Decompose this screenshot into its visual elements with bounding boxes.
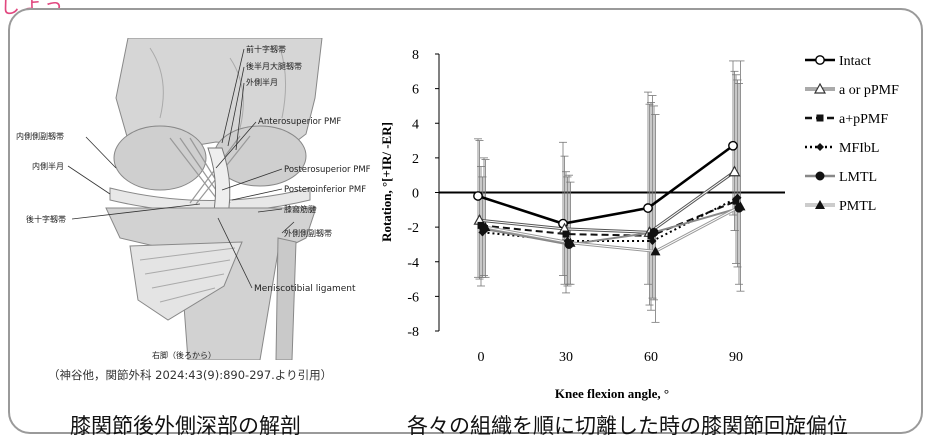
legend-marker [815,171,825,181]
data-point [733,193,742,202]
data-point [735,201,746,211]
series-line [485,205,742,253]
legend-marker [815,200,825,209]
label-meniscotibial: Meniscotibial ligament [254,284,356,294]
legend-label: PMTL [839,199,876,214]
data-point [480,222,491,232]
y-tick-label: -2 [407,221,419,236]
series-line-inner [479,171,735,233]
y-axis-label: Rotation, °[+IR/ -ER] [379,122,394,242]
y-tick-label: 4 [412,117,419,132]
data-point [643,203,653,213]
data-point [732,197,740,205]
label-anterosuperior-pmf: Anterosuperior PMF [258,117,341,127]
label-lateral-meniscus: 外側半月 [246,77,278,87]
data-point [728,165,741,177]
label-posterosuperior-pmf: Posterosuperior PMF [284,165,371,175]
y-tick-label: 2 [412,152,419,167]
data-point [649,227,659,237]
series-line [477,144,734,226]
y-tick-label: 8 [412,48,419,63]
y-tick-label: 6 [412,83,419,98]
data-point [562,230,570,238]
label-medial-meniscus: 内側半月 [32,161,64,171]
x-tick-label: 0 [478,350,485,365]
series-line [480,200,737,237]
legend-marker [815,55,825,65]
data-point [728,140,738,151]
legend-label: LMTL [839,170,877,185]
medial-condyle [113,125,207,191]
label-lcl: 外側側副靱帯 [284,228,332,238]
y-tick-label: -6 [407,290,419,305]
caption-left: 膝関節後外側深部の解剖 [70,414,301,438]
x-tick-label: 30 [559,350,573,365]
series-line [479,170,736,234]
fibula-shape [275,237,297,360]
y-tick-label: -4 [407,256,419,271]
legend-marker [816,143,824,151]
data-point [565,237,576,247]
data-point [648,236,657,245]
label-acl: 前十字靱帯 [246,44,286,54]
data-point [647,232,655,240]
citation: （神谷他，関節外科 2024:43(9):890-297.より引用） [48,368,333,382]
x-axis-label: Knee flexion angle, ° [555,386,669,401]
x-tick-label: 90 [729,350,743,365]
rotation-line-chart: 8 6 4 2 0 -2 -4 -6 -8 0 30 60 90 Intact a or pPMF a+p… [379,48,899,401]
legend-label: a or pPMF [839,83,899,98]
label-mcl: 内側側副靱帯 [16,131,64,141]
series-lines [477,144,742,253]
x-tick-label: 60 [644,350,658,365]
legend-marker [816,114,824,122]
label-view: 右脚（後ろから） [152,350,216,360]
data-point [473,191,483,201]
label-popliteus: 膝窩筋腱 [284,204,316,214]
series-markers [473,140,746,256]
legend-label: a+pPMF [839,112,888,127]
label-meniscofemoral: 後半月大腿靱帯 [246,61,302,71]
y-axis: 8 6 4 2 0 -2 -4 -6 -8 [407,48,440,340]
label-pcl: 後十字靱帯 [26,214,66,224]
y-tick-label: 0 [412,187,419,202]
error-bars [474,60,745,323]
x-axis: 0 30 60 90 [439,191,785,365]
legend-label: MFIbL [839,141,879,156]
data-point [477,221,485,229]
legend: Intact a or pPMF a+pPMF MFIbL LMTL PMTL [805,54,899,214]
legend-marker [813,82,827,94]
figure-panel: 前十字靱帯 後半月大腿靱帯 外側半月 内側側副靱帯 内側半月 後十字靱帯 Ant… [8,8,923,438]
knee-anatomy-illustration: 前十字靱帯 後半月大腿靱帯 外側半月 内側側副靱帯 内側半月 後十字靱帯 Ant… [16,38,371,360]
data-point [650,246,661,256]
series-line [483,207,740,246]
y-tick-label: -8 [407,325,419,340]
label-posteroinferior-pmf: Posteroinferior PMF [284,185,366,195]
caption-right: 各々の組織を順に切離した時の膝関節回旋偏位 [407,414,848,438]
series-line-inner [485,205,741,252]
legend-label: Intact [839,54,871,69]
